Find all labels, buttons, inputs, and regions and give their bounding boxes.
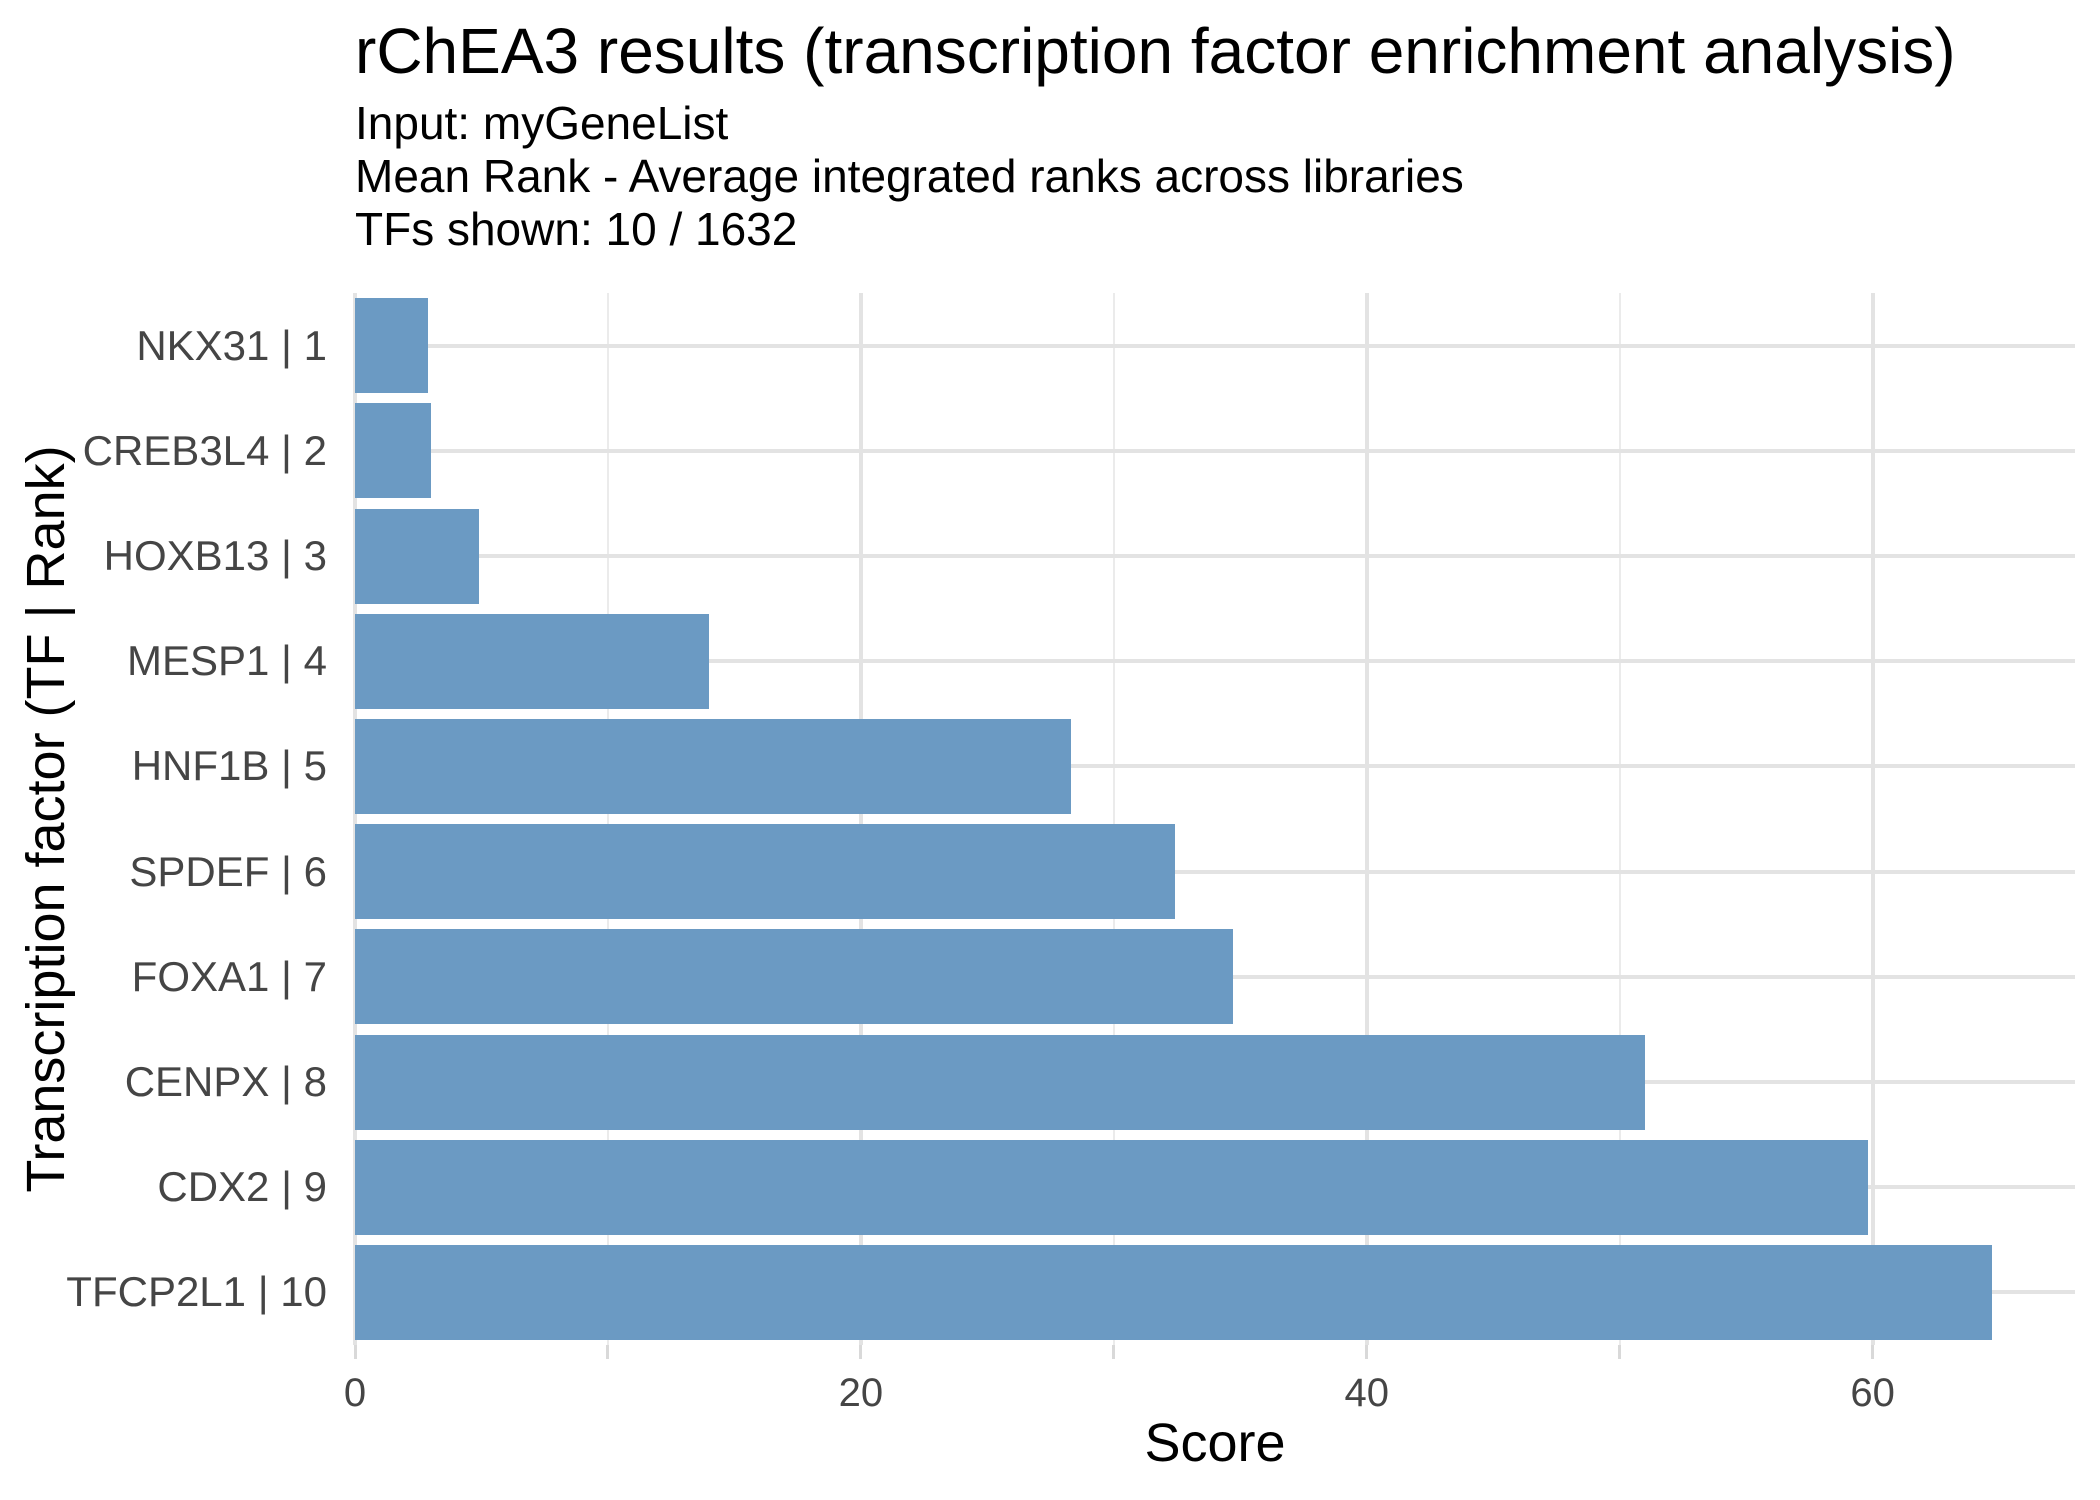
grid-line-horizontal: [355, 554, 2075, 558]
y-tick-label: CENPX | 8: [124, 1058, 327, 1105]
bar: [355, 298, 429, 394]
bar: [355, 929, 1233, 1025]
y-tick-label: CDX2 | 9: [157, 1163, 327, 1211]
x-tick-label: 60: [1850, 1371, 1895, 1415]
bar: [355, 508, 479, 604]
x-tick-label: 40: [1344, 1371, 1390, 1415]
y-tick-label: FOXA1 | 7: [131, 952, 327, 1000]
y-tick-label: SPDEF | 6: [129, 847, 327, 895]
x-tick-label: 20: [838, 1371, 884, 1415]
bar: [355, 1139, 1868, 1235]
grid-line-horizontal: [355, 869, 2075, 874]
bar: [355, 1244, 1992, 1340]
x-axis-title: Score: [1144, 1413, 1286, 1473]
bar: [355, 824, 1175, 920]
x-axis-tick-mark: [353, 1345, 357, 1359]
grid-line-major-vertical: [1364, 293, 1369, 1345]
subtitle-input-line: Input: myGeneList: [355, 97, 729, 149]
x-axis-tick-mark: [859, 1345, 863, 1359]
y-tick-label: HOXB13 | 3: [103, 532, 327, 579]
y-tick-label: TFCP2L1 | 10: [66, 1268, 327, 1316]
y-tick-label: MESP1 | 4: [127, 637, 327, 685]
grid-line-horizontal: [355, 448, 2075, 453]
y-axis-labels: NKX31 | 1 CREB3L4 | 2 HOXB13 | 3 MESP1 | 4 H…: [0, 293, 327, 1345]
grid-line-major-vertical: [858, 293, 863, 1345]
bar: [355, 1034, 1645, 1130]
bar: [355, 403, 431, 499]
x-axis-tick-mark: [1365, 1345, 1369, 1359]
x-axis-tick-mark: [1871, 1345, 1875, 1359]
subtitle-count-line: TFs shown: 10 / 1632: [355, 203, 798, 255]
plot-subtitle: Input: myGeneList Mean Rank - Average in…: [355, 97, 1464, 256]
x-tick-label: 0: [343, 1371, 367, 1415]
y-tick-label: HNF1B | 5: [131, 742, 327, 790]
grid-line-minor-vertical: [1618, 293, 1621, 1345]
x-axis-tick-mark: [606, 1345, 610, 1359]
subtitle-method-line: Mean Rank - Average integrated ranks acr…: [355, 150, 1464, 202]
grid-line-horizontal: [355, 764, 2075, 769]
grid-line-minor-vertical: [1112, 293, 1115, 1345]
grid-line-major-vertical: [353, 293, 357, 1345]
y-tick-label: NKX31 | 1: [136, 321, 327, 369]
grid-line-major-vertical: [1870, 293, 1875, 1345]
x-axis-tick-mark: [1112, 1345, 1116, 1359]
grid-line-horizontal: [355, 659, 2075, 664]
grid-line-minor-vertical: [606, 293, 609, 1345]
y-tick-label: CREB3L4 | 2: [82, 426, 327, 474]
plot-title: rChEA3 results (transcription factor enr…: [355, 15, 1956, 87]
bar: [355, 613, 710, 709]
x-axis-tick-mark: [1618, 1345, 1622, 1359]
grid-line-horizontal: [355, 343, 2075, 348]
bar: [355, 718, 1071, 814]
plot-panel: [353, 293, 2075, 1345]
